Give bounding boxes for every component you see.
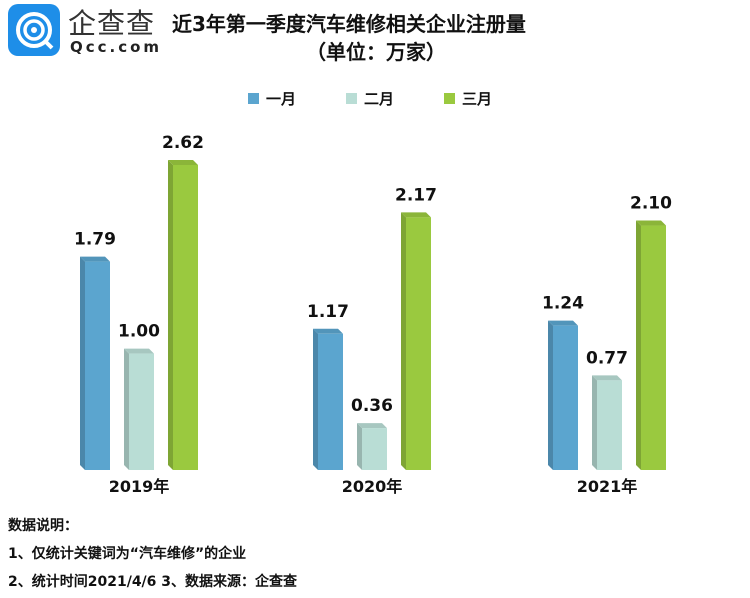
bar-2021年-三月 (641, 225, 666, 470)
bar-2019年-二月 (129, 353, 154, 470)
legend-label-3: 三月 (462, 90, 492, 108)
legend-swatch-3 (444, 93, 455, 104)
data-label: 1.24 (542, 294, 584, 314)
legend-label-2: 二月 (364, 90, 394, 108)
bar-top (636, 220, 666, 226)
notes-heading: 数据说明： (8, 518, 78, 534)
bar-2021年-二月 (597, 380, 622, 470)
bar-2020年-三月 (406, 217, 431, 470)
bar-top (313, 328, 343, 334)
bar-side (313, 328, 318, 470)
data-label: 2.10 (630, 194, 672, 214)
x-tick-label: 2019年 (109, 477, 170, 496)
bar-top (548, 320, 578, 326)
bar-top (80, 256, 110, 262)
bar-top (357, 423, 387, 429)
data-label: 1.17 (307, 302, 349, 322)
notes: 数据说明： 1、仅统计关键词为“汽车维修”的企业 2、统计时间2021/4/6 … (8, 512, 297, 596)
bar-top (401, 212, 431, 218)
data-label: 1.79 (74, 230, 116, 250)
brand-name: 企查查 (68, 7, 156, 40)
bar-side (636, 220, 641, 470)
bar-side (592, 375, 597, 470)
qcc-logo-icon (16, 12, 54, 50)
bar-side (401, 212, 406, 470)
legend-swatch-1 (248, 93, 259, 104)
bar-side (357, 423, 362, 470)
bar-side (168, 160, 173, 470)
legend-label-1: 一月 (266, 90, 296, 108)
x-tick-label: 2020年 (342, 477, 403, 496)
data-label: 0.77 (586, 348, 628, 368)
brand-domain: Qcc.com (70, 38, 163, 56)
bar-2020年-二月 (362, 428, 387, 470)
bar-side (124, 348, 129, 470)
bar-2020年-一月 (318, 333, 343, 470)
bar-top (168, 160, 198, 165)
bar-2021年-一月 (553, 325, 578, 470)
bar-2019年-三月 (173, 165, 198, 470)
chart-title: 近3年第一季度汽车维修相关企业注册量 (172, 12, 526, 36)
qcc-logo (8, 4, 60, 56)
notes-line-2: 2、统计时间2021/4/6 3、数据来源：企查查 (8, 574, 298, 590)
bar-top (124, 348, 154, 354)
chart-subtitle: （单位：万家） (306, 40, 446, 64)
data-label: 1.00 (118, 322, 160, 342)
data-label: 2.62 (162, 133, 204, 153)
bar-2019年-一月 (85, 261, 110, 470)
x-tick-label: 2021年 (577, 477, 638, 496)
data-label: 0.36 (351, 396, 393, 416)
notes-line-1: 1、仅统计关键词为“汽车维修”的企业 (8, 546, 247, 562)
legend-swatch-2 (346, 93, 357, 104)
bar-top (592, 375, 622, 381)
bar-side (80, 256, 85, 470)
data-label: 2.17 (395, 185, 437, 205)
bar-side (548, 320, 553, 470)
